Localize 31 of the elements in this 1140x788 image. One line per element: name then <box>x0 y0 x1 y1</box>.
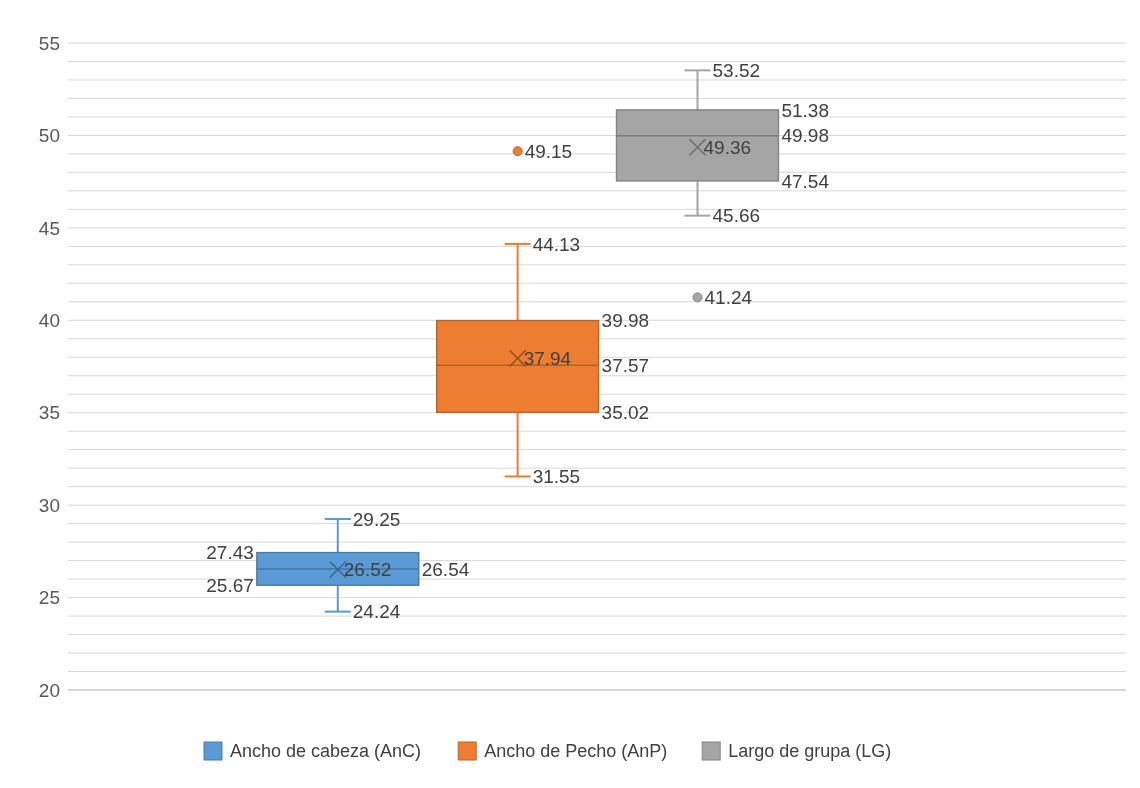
annotation: 25.67 <box>206 574 254 596</box>
annotation: 26.52 <box>343 559 392 581</box>
annotation: 31.55 <box>532 466 581 488</box>
annotation: 27.43 <box>206 542 254 564</box>
annotation: 35.02 <box>601 401 650 423</box>
annotation: 29.25 <box>352 508 401 530</box>
legend-label: Ancho de cabeza (AnC) <box>230 741 422 762</box>
annotation: 39.98 <box>601 310 650 332</box>
annotation: 49.36 <box>703 136 752 158</box>
legend-label: Largo de grupa (LG) <box>728 741 892 762</box>
annotation: 37.57 <box>601 354 650 376</box>
annotation: 26.54 <box>421 558 470 580</box>
y-tick-label: 20 <box>38 679 60 701</box>
annotation: 44.13 <box>532 233 581 255</box>
annotation: 45.66 <box>712 205 761 227</box>
y-tick-label: 55 <box>38 32 60 54</box>
annotation: 49.98 <box>781 125 829 147</box>
legend-label: Ancho de Pecho (AnP) <box>484 741 668 762</box>
annotation: 37.94 <box>523 348 572 370</box>
annotation: 24.24 <box>352 601 401 623</box>
annotation: 47.54 <box>781 170 830 192</box>
y-tick-label: 30 <box>38 494 60 516</box>
y-tick-label: 50 <box>38 125 60 147</box>
y-tick-label: 25 <box>38 587 60 609</box>
y-tick-label: 35 <box>38 402 60 424</box>
annotation: 49.15 <box>524 140 573 162</box>
y-tick-label: 45 <box>38 217 60 239</box>
annotation: 53.52 <box>712 60 761 82</box>
annotation: 51.38 <box>781 99 829 121</box>
y-tick-label: 40 <box>38 309 60 331</box>
annotation: 41.24 <box>704 287 753 309</box>
